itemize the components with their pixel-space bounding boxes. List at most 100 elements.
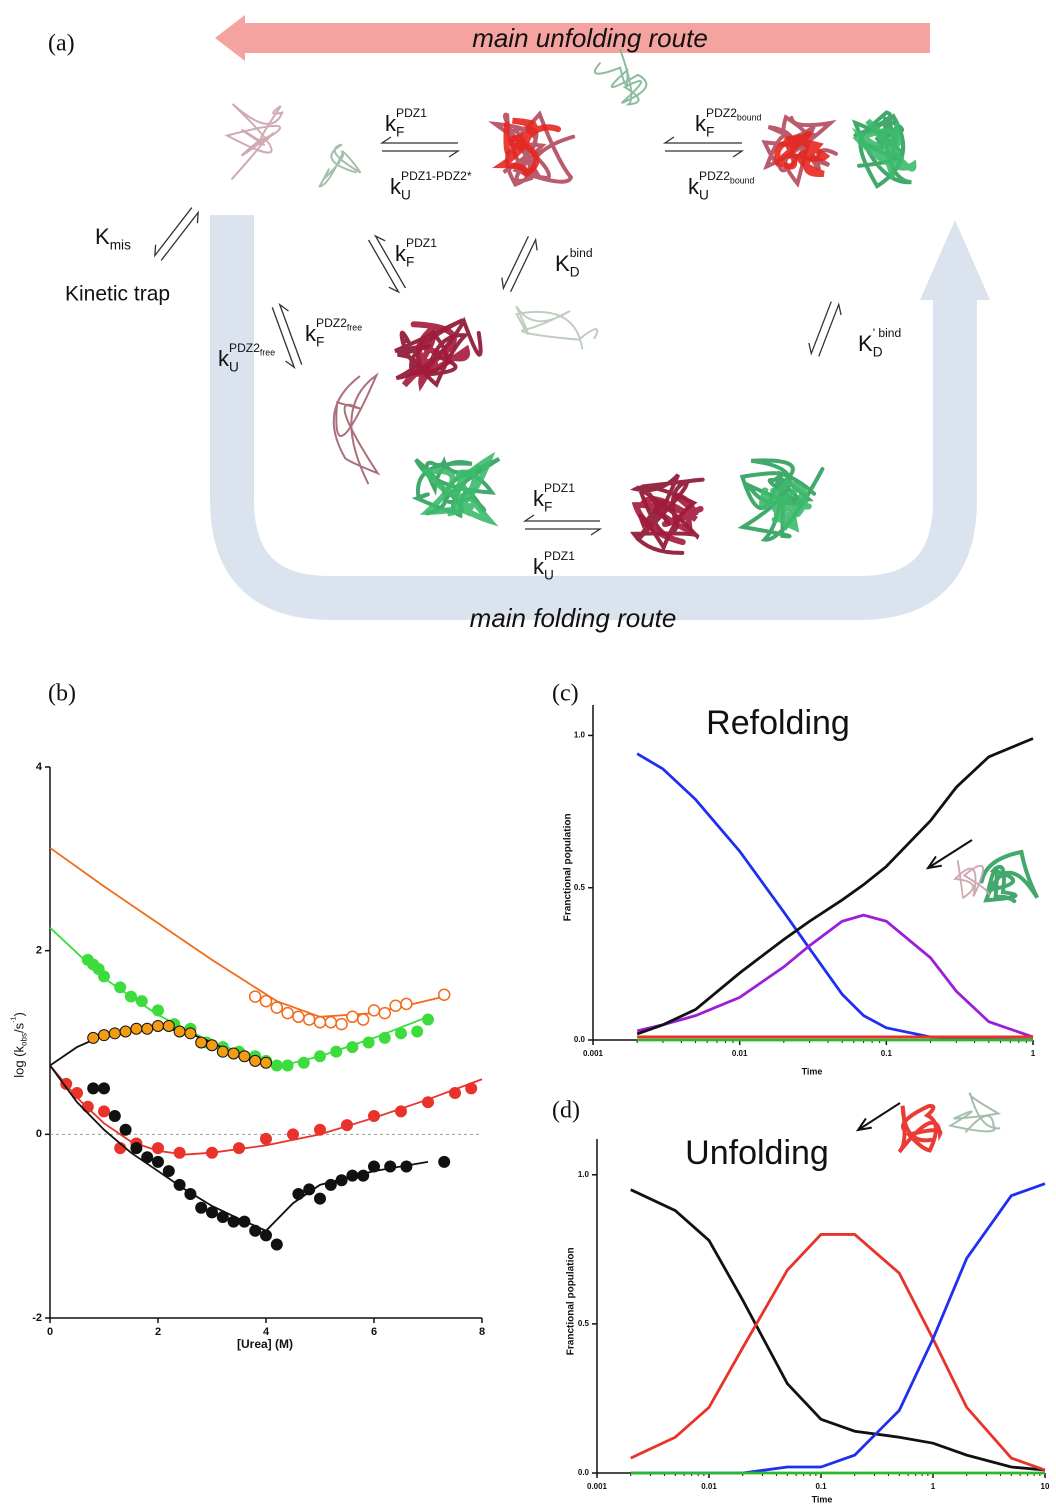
label-subscript: F [544,499,552,514]
data-point [330,1045,343,1058]
data-point [195,1036,208,1049]
label-subscript: D [873,344,883,359]
equilibrium-arrow [662,136,742,144]
data-point [216,1210,229,1223]
data-point [270,1001,284,1014]
protein-sketch [318,143,362,188]
data-point [87,1082,100,1095]
label-text: k [533,554,545,579]
equilibrium-arrow [154,207,193,258]
label-text: k [533,486,545,511]
series-line [49,1064,429,1232]
label-superscript: PDZ1 [544,549,575,563]
data-point [248,990,262,1003]
data-point [259,994,273,1008]
data-point [173,1025,186,1038]
label-subscript: F [316,334,324,349]
data-point [260,1056,272,1069]
y-tick-label: -2 [32,1312,42,1324]
data-point [422,1096,434,1109]
data-point [108,1027,121,1040]
panel-label: (b) [48,681,76,707]
data-point [206,1039,218,1052]
label-superscript: PDZ1 [406,236,437,250]
label-superscript: PDZ2 [706,106,737,120]
x-tick-label: 0.01 [732,1049,748,1058]
label-text: ) [11,1012,26,1016]
series-line [636,737,1034,1036]
label-subscript: mis [110,237,131,252]
data-point [195,1201,208,1214]
data-point [346,1041,359,1054]
protein-sketch [759,479,812,533]
label-text: K [858,331,873,356]
x-tick-label: 10 [1041,1482,1050,1491]
label-superscript: ' bind [873,326,902,340]
series-line [49,1064,483,1156]
label-superscript: PDZ2 [229,341,260,355]
y-tick-label: 0.0 [574,1035,586,1044]
label-subscript: U [401,187,411,202]
data-point [152,1142,164,1155]
label-text: k [385,111,397,136]
data-point [287,1128,299,1141]
y-tick-label: 0.5 [578,1319,590,1328]
protein-sketch [897,1104,943,1154]
data-point [356,1013,370,1026]
protein-sketch [419,451,499,527]
data-point [249,1054,262,1067]
data-point [281,1059,294,1072]
data-point [206,1206,218,1219]
pointer-arrow-head [925,855,942,870]
data-point [114,981,127,994]
label-subscript: U [699,187,709,202]
protein-sketch [953,860,991,900]
rate-label: k F PDZ1 [395,236,437,269]
data-point [130,1142,143,1155]
data-point [135,995,148,1008]
data-point [395,1105,407,1118]
equilibrium-arrow [373,234,407,289]
rate-label: k U PDZ2 free [218,341,275,374]
panel-label: (d) [552,1098,580,1124]
x-axis-label: [Urea] (M) [237,1337,293,1351]
x-tick-label: 2 [155,1326,161,1338]
label-text: Franctional population [566,1247,577,1355]
data-point [292,1188,305,1201]
protein-sketch [851,118,917,180]
x-tick-label: 0 [47,1326,53,1338]
data-point [173,1146,186,1159]
protein-sketch [979,849,1040,904]
rate-label: K D ' bind [858,326,901,359]
label-subscript: F [706,124,714,139]
protein-sketch [631,492,704,546]
data-point [227,1047,240,1060]
label-superscript: -1 [9,1017,17,1023]
label-subscript: U [544,567,554,582]
data-point [314,1192,326,1205]
data-point [411,1025,424,1038]
y-tick-label: 1.0 [574,731,586,740]
equilibrium-arrow [665,150,745,158]
data-point [98,1082,110,1095]
protein-sketch [947,1092,1002,1133]
label-text: K [555,251,570,276]
label-superscript: PDZ2 [316,316,347,330]
label-text: k [218,346,230,371]
data-point [249,1224,262,1237]
data-point [233,1142,245,1155]
kinetic-trap-label: Kinetic trap [65,283,170,306]
equilibrium-arrow [379,136,458,144]
data-point [119,1123,132,1136]
y-tick-label: 4 [36,761,43,773]
data-point [260,1132,272,1145]
equilibrium-arrow [522,514,600,522]
series-line [630,1233,1046,1472]
data-point [314,1123,326,1136]
y-axis-label: Franctional population [566,1247,577,1355]
y-tick-label: 1.0 [578,1170,590,1179]
